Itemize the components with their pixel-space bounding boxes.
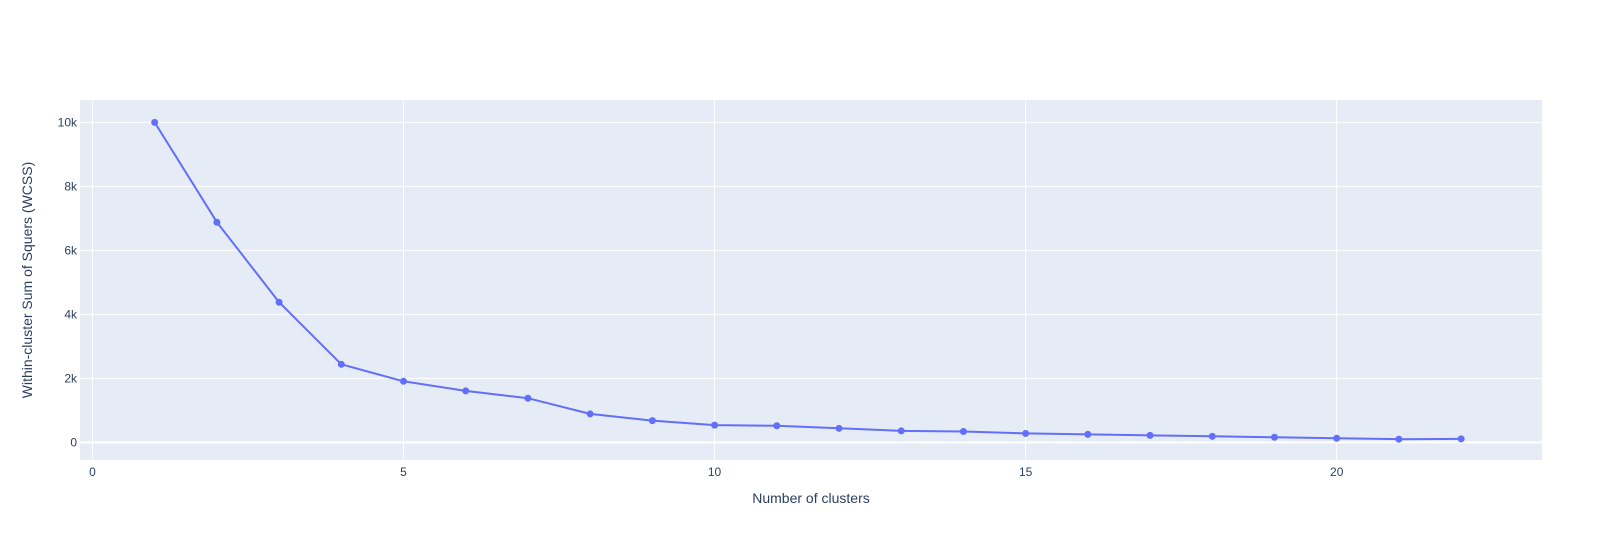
data-point[interactable] <box>1022 429 1030 437</box>
data-point[interactable] <box>213 218 221 226</box>
x-tick-label: 0 <box>89 465 96 479</box>
data-point[interactable] <box>1457 435 1465 443</box>
y-tick-label: 10k <box>58 115 78 129</box>
y-tick-label: 4k <box>64 307 78 321</box>
data-point[interactable] <box>586 410 594 418</box>
y-tick-label: 2k <box>64 371 78 385</box>
y-tick-label: 8k <box>64 179 78 193</box>
plot-area <box>80 100 1542 460</box>
y-tick-label: 6k <box>64 243 78 257</box>
data-point[interactable] <box>1395 435 1403 443</box>
data-point[interactable] <box>648 417 656 425</box>
data-point[interactable] <box>711 421 719 429</box>
data-point[interactable] <box>773 422 781 430</box>
x-tick-label: 15 <box>1019 465 1033 479</box>
data-point[interactable] <box>151 118 159 126</box>
data-point[interactable] <box>337 360 345 368</box>
data-point[interactable] <box>1208 432 1216 440</box>
x-tick-label: 10 <box>708 465 722 479</box>
series-line <box>153 121 1462 441</box>
x-tick-label: 5 <box>400 465 407 479</box>
y-axis-ticks: 0 2k 4k 6k 8k 10k <box>58 115 78 449</box>
y-axis-title: Within-cluster Sum of Squers (WCSS) <box>19 162 35 399</box>
data-point[interactable] <box>1146 431 1154 439</box>
gridlines <box>80 100 1542 460</box>
data-point[interactable] <box>1333 434 1341 442</box>
x-axis-title: Number of clusters <box>752 490 869 506</box>
data-point[interactable] <box>1270 433 1278 441</box>
y-tick-label: 0 <box>70 435 77 449</box>
x-tick-label: 20 <box>1330 465 1344 479</box>
data-point[interactable] <box>275 298 283 306</box>
data-point[interactable] <box>524 394 532 402</box>
data-point[interactable] <box>400 377 408 385</box>
data-point[interactable] <box>835 424 843 432</box>
data-point[interactable] <box>1084 430 1092 438</box>
data-point[interactable] <box>959 428 967 436</box>
series-layer <box>151 118 1465 443</box>
x-axis-ticks: 0 5 10 15 20 <box>89 465 1344 479</box>
data-point[interactable] <box>462 387 470 395</box>
data-point[interactable] <box>897 427 905 435</box>
